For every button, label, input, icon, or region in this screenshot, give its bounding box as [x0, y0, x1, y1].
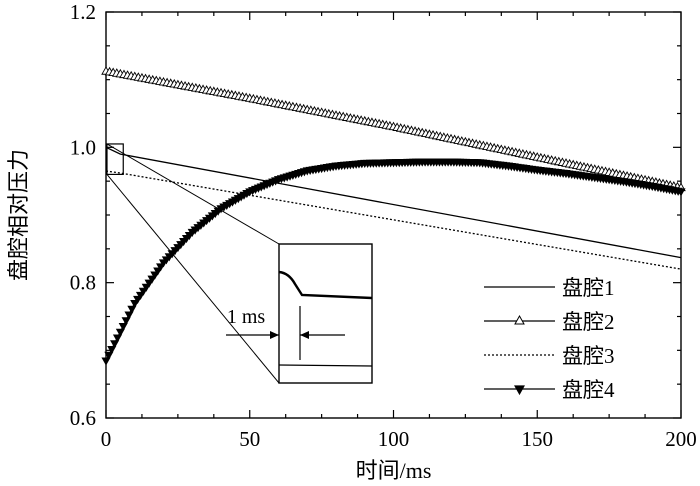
arrowhead-right	[300, 331, 309, 339]
inset-curve-lower	[278, 364, 373, 367]
legend-label-4: 盘腔4	[562, 378, 615, 402]
series-4-marker	[112, 334, 123, 343]
series-4-marker	[118, 322, 128, 332]
zoom-box	[106, 143, 124, 175]
series-4-marker	[127, 305, 137, 314]
inset-annotation-label: 1 ms	[227, 306, 266, 328]
x-tick-label: 100	[378, 427, 410, 451]
series-layer	[101, 66, 686, 366]
legend: 盘腔1 盘腔2 盘腔3 盘腔4	[484, 276, 615, 402]
series-4-marker	[121, 317, 131, 326]
series-line-3	[105, 170, 682, 270]
series-4-marker	[124, 311, 134, 320]
inset-box	[278, 243, 373, 384]
legend-marker-4	[514, 385, 525, 396]
y-axis-label: 盘腔相对压力	[6, 149, 31, 281]
labels: 0 50 100 150 200 0.6 0.8 1.0 1.2 时间/ms 盘腔相对压力	[6, 0, 697, 483]
y-tick-label: 0.6	[70, 406, 96, 430]
series-4-marker	[110, 340, 120, 349]
zoom-connector-bottom	[106, 174, 280, 384]
series-4-marker	[104, 351, 114, 360]
x-tick-label: 50	[239, 427, 260, 451]
y-tick-label: 1.0	[70, 135, 96, 159]
zoom-connector-top	[106, 143, 280, 245]
arrowhead-left	[270, 331, 279, 339]
series-4-marker	[676, 188, 686, 197]
legend-marker-2	[514, 314, 525, 325]
y-tick-label: 0.8	[70, 271, 96, 295]
series-4-marker	[101, 357, 111, 366]
y-tick-label: 1.2	[70, 0, 96, 24]
series-4-marker	[107, 345, 117, 355]
x-tick-label: 0	[101, 427, 112, 451]
legend-label-3: 盘腔3	[562, 344, 615, 368]
legend-label-2: 盘腔2	[562, 310, 615, 334]
x-tick-label: 150	[522, 427, 554, 451]
series-line-1	[105, 146, 682, 259]
axes	[105, 11, 682, 419]
series-4-marker	[115, 328, 125, 337]
x-tick-label: 200	[665, 427, 697, 451]
inset-layer: 1 ms	[106, 143, 373, 384]
legend-label-1: 盘腔1	[562, 276, 615, 300]
x-axis-label: 时间/ms	[356, 458, 432, 483]
inset-curve-upper	[278, 270, 373, 300]
